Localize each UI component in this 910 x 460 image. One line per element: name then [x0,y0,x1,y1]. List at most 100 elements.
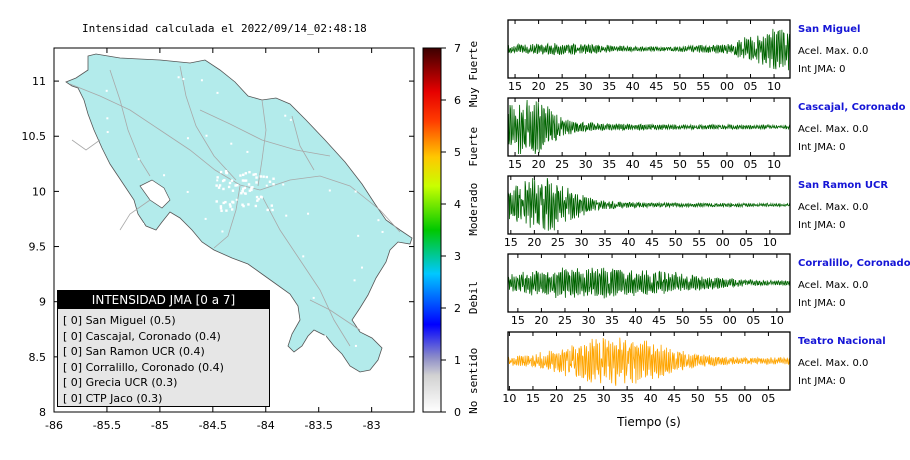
map-axes: -86 -85.5 -85 -84.5 -84 -83.5 -83 11 10.5 10 9.5 9 8… [22,48,414,432]
waveform-tick-label: 40 [629,314,643,327]
waveform-panel: 15 20 25 30 35 40 45 50 55 00 05 10 [507,19,791,93]
town-dot [255,176,258,179]
waveform-tick-label: 00 [738,392,752,405]
town-dot [236,184,239,187]
town-dot [377,219,380,222]
road [199,109,331,157]
station-intensity: Int JMA: 0 [798,142,846,153]
waveform-tick-label: 25 [551,236,565,249]
town-dot [218,184,222,187]
town-dot [259,195,263,199]
waveform-tick-label: 20 [527,236,541,249]
town-dot [359,100,362,103]
station-accel: Acel. Max. 0.0 [798,202,869,213]
town-dot [265,175,268,179]
town-dot [343,78,346,81]
town-dot [106,131,109,134]
town-dot [312,296,315,299]
road [179,65,237,181]
town-dot [219,205,223,208]
town-dot [256,199,259,202]
town-dot [257,197,260,201]
town-dot [137,260,140,263]
waveform-tick-label: 30 [582,314,596,327]
town-dot [354,344,357,347]
town-dot [221,230,224,233]
town-dot [219,284,222,287]
waveform-tick-label: 35 [598,236,612,249]
scale-tick-label: 7 [454,42,461,55]
road [109,69,151,177]
road [119,199,151,231]
intensity-legend: INTENSIDAD JMA [0 a 7] [ 0] San Miguel (… [57,290,270,407]
scale-axis: 7 6 5 4 3 2 1 0 Muy Fuerte Fuerte Moderado Debil No … [441,41,480,419]
town-dot [289,118,292,121]
town-dot [244,179,248,182]
town-dot [354,190,357,193]
town-dot [215,200,218,203]
road [71,139,101,151]
town-dot [381,230,384,233]
town-dot [276,310,279,313]
waveform-trace [507,28,791,71]
town-dot [241,189,244,193]
waveform-tick-label: 35 [605,314,619,327]
waveform-tick-label: 00 [716,236,730,249]
waveform-tick-label: 05 [744,80,758,93]
waveform-tick-label: 50 [691,392,705,405]
town-dot [223,178,226,182]
waveform-tick-label: 25 [573,392,587,405]
waveform-panel: 15 20 25 30 35 40 45 50 55 00 05 10 [507,253,791,327]
town-dot [186,190,189,193]
town-dot [216,91,219,94]
town-dot [328,189,331,192]
waveform-tick-label: 45 [645,236,659,249]
town-dot [262,175,265,178]
waveform-tick-label: 55 [692,236,706,249]
town-dot [89,244,92,247]
town-dot [248,189,252,192]
waveform-tick-label: 10 [770,314,784,327]
town-dot [215,184,218,187]
town-dot [151,252,154,255]
map-y-tick-label: 11 [32,75,46,88]
road [213,185,241,249]
waveform-trace [507,99,791,155]
scale-tick-label: 3 [454,250,461,263]
town-dot [243,179,246,182]
waveform-tick-label: 25 [558,314,572,327]
town-dot [244,172,248,175]
waveform-trace [507,337,791,386]
town-dot [186,137,189,140]
town-dot [357,234,360,237]
town-dot [221,179,225,183]
waveform-tick-label: 10 [502,392,516,405]
station-accel: Acel. Max. 0.0 [798,280,869,291]
town-dot [216,176,219,179]
map-x-tick-label: -83.5 [304,419,332,432]
waveform-tick-label: 45 [649,158,663,171]
waveform-tick-label: 30 [579,158,593,171]
costa-rica-land [65,53,413,373]
waveform-tick-label: 05 [739,236,753,249]
town-dot [285,214,288,217]
waveform-tick-label: 35 [602,80,616,93]
town-dot [204,217,207,220]
town-dot [270,204,274,207]
town-dot [222,201,225,205]
map-y-tick-label: 10.5 [22,130,47,143]
legend-row: [ 0] San Miguel (0.5) [63,314,176,327]
town-dot [224,200,227,204]
town-dot [255,181,258,184]
station-intensity: Int JMA: 0 [798,220,846,231]
town-dot [242,173,245,177]
town-dot [163,174,166,177]
waveform-tick-label: 15 [508,158,522,171]
waveform-tick-label: 20 [550,392,564,405]
waveform-tick-label: 50 [673,158,687,171]
waveform-tick-label: 40 [626,158,640,171]
scale-tick-label: 6 [454,94,461,107]
town-dot [137,158,140,161]
town-dot [272,177,275,180]
town-dot [216,179,219,182]
